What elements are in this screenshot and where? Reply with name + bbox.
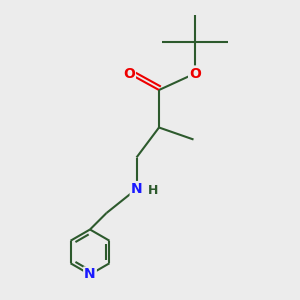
Text: O: O	[123, 67, 135, 80]
Text: H: H	[148, 184, 158, 197]
Text: N: N	[84, 268, 96, 281]
Text: N: N	[131, 182, 142, 196]
Text: O: O	[189, 67, 201, 80]
